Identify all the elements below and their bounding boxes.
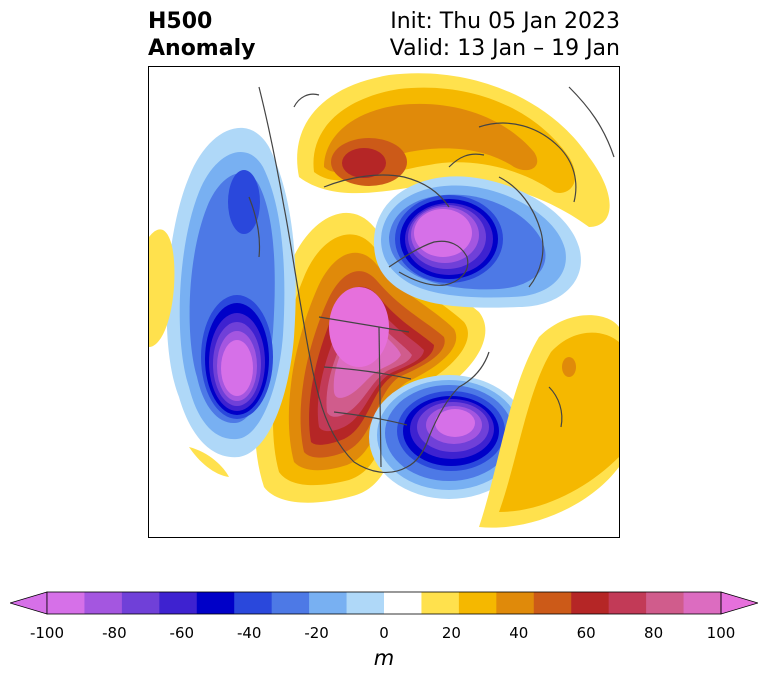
colorbar-tick-labels: -100 -80 -60 -40 -20 0 20 40 60 80 100	[0, 624, 768, 644]
colorbar-segment	[196, 592, 235, 614]
colorbar-extend-low	[8, 591, 48, 615]
colorbar-segment	[533, 592, 572, 614]
colorbar-tick-label: -40	[236, 624, 262, 642]
colorbar-segment	[159, 592, 198, 614]
map-title: H500 Anomaly	[148, 8, 255, 62]
colorbar-segment	[47, 592, 85, 614]
valid-range: Valid: 13 Jan – 19 Jan	[389, 36, 620, 61]
init-date: Init: Thu 05 Jan 2023	[390, 9, 620, 34]
colorbar-segment	[683, 592, 722, 614]
colorbar-segment	[421, 592, 460, 614]
colorbar-tick-label: -80	[102, 624, 127, 642]
anomaly-map	[148, 66, 620, 538]
colorbar-segment	[346, 592, 385, 614]
colorbar-segment	[121, 592, 160, 614]
colorbar-segment	[271, 592, 310, 614]
hudson-low-anomaly	[374, 176, 581, 308]
colorbar-segment	[84, 592, 123, 614]
forecast-dates: Init: Thu 05 Jan 2023 Valid: 13 Jan – 19…	[390, 8, 620, 62]
colorbar-svg	[8, 591, 760, 615]
pacific-trough-anomaly	[149, 127, 296, 477]
colorbar-tick-label: 100	[706, 624, 736, 642]
atlantic-ridge-anomaly	[479, 315, 619, 528]
colorbar-tick-label: -60	[169, 624, 195, 642]
title-line-1: H500	[148, 9, 213, 34]
colorbar-segment	[646, 592, 685, 614]
colorbar-segment	[384, 592, 422, 614]
colorbar-tick-label: 20	[441, 624, 461, 642]
colorbar-segment	[571, 592, 610, 614]
colorbar-tick-label: 80	[644, 624, 664, 642]
coastlines	[248, 86, 615, 474]
colorbar-tick-label: 0	[379, 624, 389, 642]
arctic-ridge-anomaly	[297, 73, 610, 227]
colorbar	[8, 590, 760, 620]
colorbar-tick-label: 60	[576, 624, 596, 642]
colorbar-tick-label: -100	[29, 624, 65, 642]
colorbar-extend-high	[720, 591, 760, 615]
colorbar-unit: m	[373, 646, 395, 670]
colorbar-tick-label: -20	[304, 624, 329, 642]
colorbar-segment	[309, 592, 348, 614]
anomaly-map-svg	[149, 67, 619, 537]
title-line-2: Anomaly	[148, 36, 256, 61]
colorbar-segment	[234, 592, 273, 614]
colorbar-tick-label: 40	[509, 624, 529, 642]
colorbar-border	[46, 591, 722, 615]
colorbar-segment	[608, 592, 647, 614]
colorbar-segment	[496, 592, 535, 614]
colorbar-segment	[458, 592, 497, 614]
